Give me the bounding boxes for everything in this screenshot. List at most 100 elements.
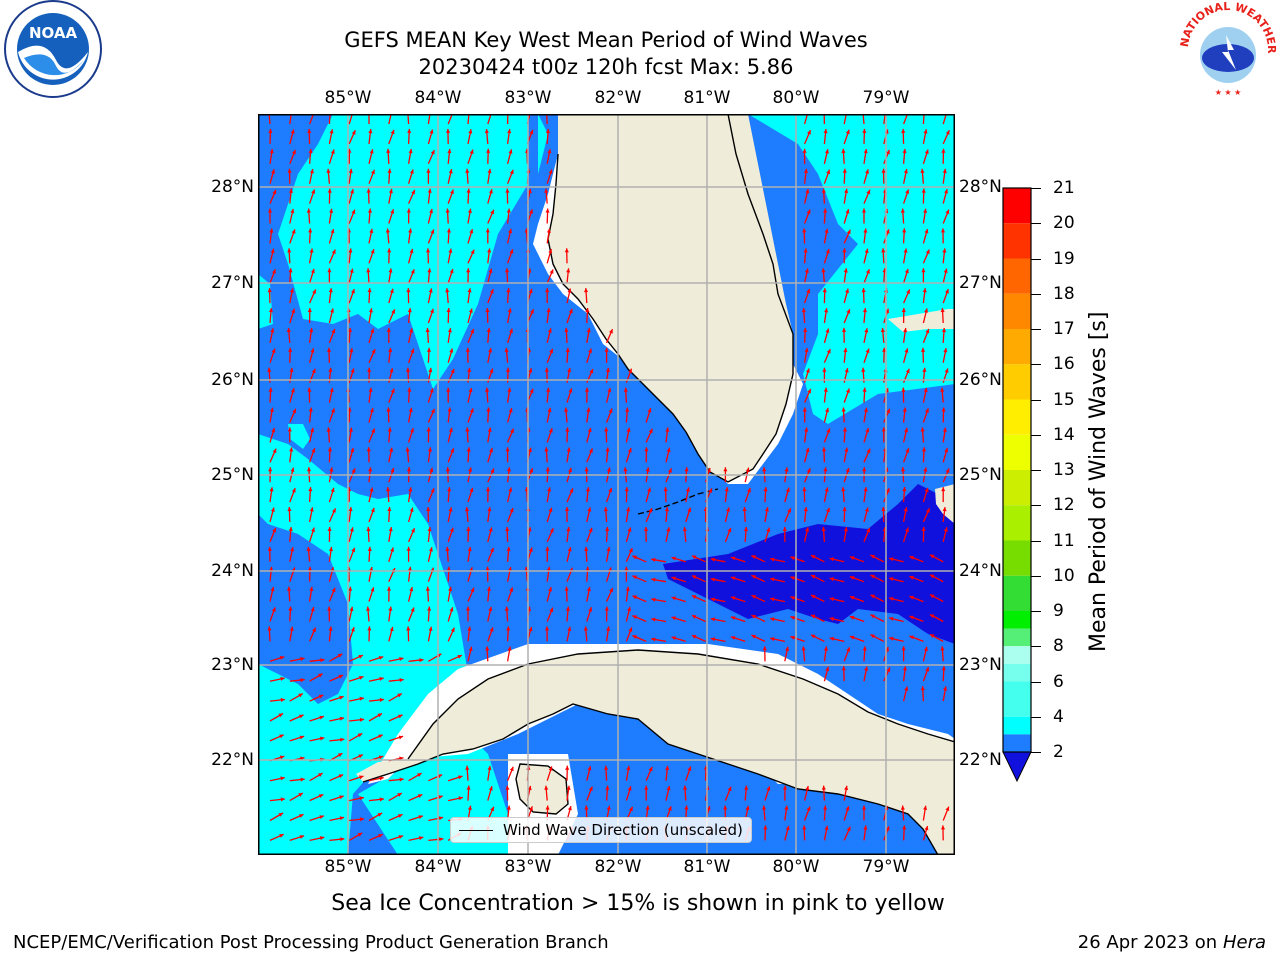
wave-direction-arrow (506, 208, 511, 224)
wave-direction-arrow (447, 148, 452, 164)
wave-direction-arrow (487, 268, 493, 284)
wave-direction-arrow (268, 308, 273, 324)
wave-direction-arrow (406, 626, 411, 642)
wave-direction-arrow (843, 647, 851, 662)
wave-direction-arrow (506, 407, 513, 423)
wave-direction-arrow (269, 169, 275, 184)
wave-direction-arrow (407, 114, 410, 125)
wave-direction-arrow (625, 507, 631, 523)
wave-direction-arrow (691, 614, 706, 623)
wave-direction-arrow (269, 189, 277, 204)
wave-direction-arrow (784, 805, 789, 821)
wave-direction-arrow (743, 526, 748, 542)
wave-direction-arrow (566, 488, 574, 503)
wave-direction-arrow (287, 248, 292, 264)
wave-direction-arrow (921, 268, 926, 284)
wave-direction-arrow (388, 606, 393, 622)
wave-direction-arrow (269, 328, 275, 344)
wave-direction-arrow (407, 487, 413, 503)
wave-direction-arrow (388, 714, 403, 722)
wave-direction-arrow (309, 289, 317, 304)
wave-direction-arrow (790, 635, 805, 643)
wave-direction-arrow (487, 189, 493, 204)
wave-direction-arrow (367, 546, 372, 562)
wave-direction-arrow (367, 626, 372, 642)
colorbar-tick-label: 17 (1053, 319, 1075, 339)
wave-direction-arrow (564, 407, 569, 423)
wave-direction-arrow (544, 447, 549, 463)
wave-direction-arrow (901, 307, 906, 324)
wave-direction-arrow (584, 288, 589, 304)
wave-direction-arrow (870, 594, 885, 603)
wave-direction-arrow (467, 408, 474, 423)
wave-direction-arrow (309, 694, 324, 702)
wave-direction-arrow (546, 487, 552, 503)
wave-direction-arrow (309, 793, 324, 802)
wave-direction-arrow (427, 208, 433, 224)
colorbar-band (1003, 611, 1031, 629)
wave-direction-arrow (902, 407, 907, 423)
wave-direction-arrow (644, 785, 649, 801)
wave-direction-arrow (883, 114, 886, 125)
wave-direction-arrow (842, 327, 847, 343)
wave-direction-arrow (802, 228, 807, 244)
wave-direction-arrow (368, 487, 374, 503)
wave-direction-arrow (447, 348, 454, 363)
colorbar-tick-label: 14 (1053, 424, 1075, 445)
wave-direction-arrow (784, 487, 790, 503)
colorbar-band (1003, 258, 1031, 294)
wave-direction-arrow (328, 508, 337, 523)
wave-direction-arrow (308, 487, 313, 503)
wave-direction-arrow (764, 507, 769, 523)
wave-direction-arrow (843, 288, 849, 304)
wave-direction-arrow (407, 269, 415, 284)
wave-direction-arrow (842, 168, 847, 184)
wave-direction-arrow (625, 427, 631, 443)
wave-direction-arrow (328, 626, 333, 642)
wave-direction-arrow (348, 129, 356, 145)
wave-direction-arrow (803, 347, 809, 363)
wave-direction-arrow (427, 547, 433, 562)
wave-direction-arrow (426, 168, 431, 184)
wave-direction-arrow (309, 836, 325, 842)
wave-direction-arrow (348, 427, 353, 443)
wave-direction-arrow (584, 387, 589, 403)
wave-direction-arrow (467, 328, 475, 344)
wave-direction-arrow (863, 527, 871, 543)
wave-direction-arrow (507, 428, 515, 443)
lon-tick-label-top: 79°W (862, 88, 910, 108)
wave-direction-arrow (881, 168, 886, 184)
wave-direction-arrow (349, 717, 365, 722)
wave-direction-arrow (309, 658, 325, 663)
wave-direction-arrow (328, 129, 334, 145)
wave-direction-arrow (863, 666, 869, 682)
colorbar-tick-label: 19 (1053, 248, 1075, 269)
wave-direction-arrow (506, 766, 514, 781)
wave-direction-arrow (387, 248, 392, 264)
wave-direction-arrow (888, 557, 904, 563)
wave-direction-arrow (803, 527, 810, 543)
colorbar-underflow-triangle (1002, 751, 1032, 783)
wave-direction-arrow (841, 666, 846, 682)
lon-tick-label-top: 85°W (324, 88, 372, 108)
wave-direction-arrow (730, 556, 746, 563)
wave-direction-arrow (388, 526, 393, 543)
nws-logo: NATIONAL WEATHER SERVICE ★ ★ ★ (1174, 0, 1278, 100)
wave-direction-arrow (764, 527, 771, 543)
wave-direction-arrow (368, 387, 373, 403)
wave-direction-arrow (289, 792, 304, 802)
wave-direction-arrow (671, 556, 686, 563)
wave-direction-arrow (863, 487, 868, 503)
lon-tick-label-bottom: 81°W (683, 857, 731, 877)
wave-direction-arrow (309, 772, 323, 782)
wave-direction-arrow (645, 428, 653, 443)
wave-direction-arrow (942, 686, 948, 702)
wave-direction-arrow (388, 657, 404, 662)
wave-direction-arrow (308, 148, 313, 164)
colorbar-band (1003, 399, 1031, 435)
wave-direction-arrow (368, 776, 384, 782)
wave-direction-arrow (942, 268, 948, 284)
wave-direction-arrow (387, 427, 392, 443)
wave-direction-arrow (368, 114, 370, 124)
wave-direction-arrow (446, 307, 451, 324)
